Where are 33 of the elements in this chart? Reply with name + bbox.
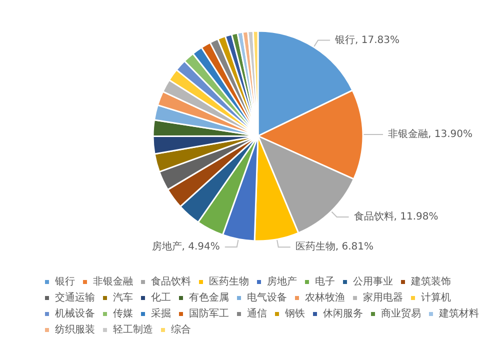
data-label: 医药生物, 6.81% <box>295 240 374 253</box>
legend-label: 交通运输 <box>55 292 95 304</box>
legend-label: 纺织服装 <box>55 324 95 336</box>
data-label: 银行, 17.83% <box>334 34 400 46</box>
legend-label: 非银金融 <box>93 276 133 288</box>
legend-label: 房地产 <box>267 276 297 288</box>
data-label: 非银金融, 13.90% <box>388 128 472 140</box>
legend-label: 钢铁 <box>284 308 305 320</box>
legend-label: 计算机 <box>421 292 451 304</box>
legend-label: 建筑装饰 <box>410 276 451 288</box>
legend-label: 公用事业 <box>353 276 393 288</box>
legend-label: 农林牧渔 <box>305 292 345 304</box>
legend-label: 银行 <box>54 276 75 288</box>
legend-label: 汽车 <box>113 292 133 304</box>
legend-label: 综合 <box>171 324 191 336</box>
legend-label: 电子 <box>315 276 335 288</box>
data-label: 房地产, 4.94% <box>152 240 220 253</box>
legend-label: 传媒 <box>113 308 133 320</box>
legend-label: 有色金属 <box>189 292 229 304</box>
data-label: 食品饮料, 11.98% <box>354 210 438 222</box>
legend-label: 商业贸易 <box>381 308 421 320</box>
legend-label: 食品饮料 <box>151 276 191 288</box>
legend-label: 国防军工 <box>189 308 229 320</box>
legend-label: 采掘 <box>151 308 171 320</box>
legend-label: 医药生物 <box>209 276 249 288</box>
legend-label: 电气设备 <box>247 292 287 304</box>
legend-label: 家用电器 <box>363 292 403 304</box>
legend-label: 通信 <box>247 308 267 320</box>
legend-label: 化工 <box>151 292 171 304</box>
legend-label: 轻工制造 <box>113 324 153 336</box>
legend-label: 建筑材料 <box>438 308 479 320</box>
legend-label: 机械设备 <box>55 308 95 320</box>
legend-label: 休闲服务 <box>323 308 363 320</box>
